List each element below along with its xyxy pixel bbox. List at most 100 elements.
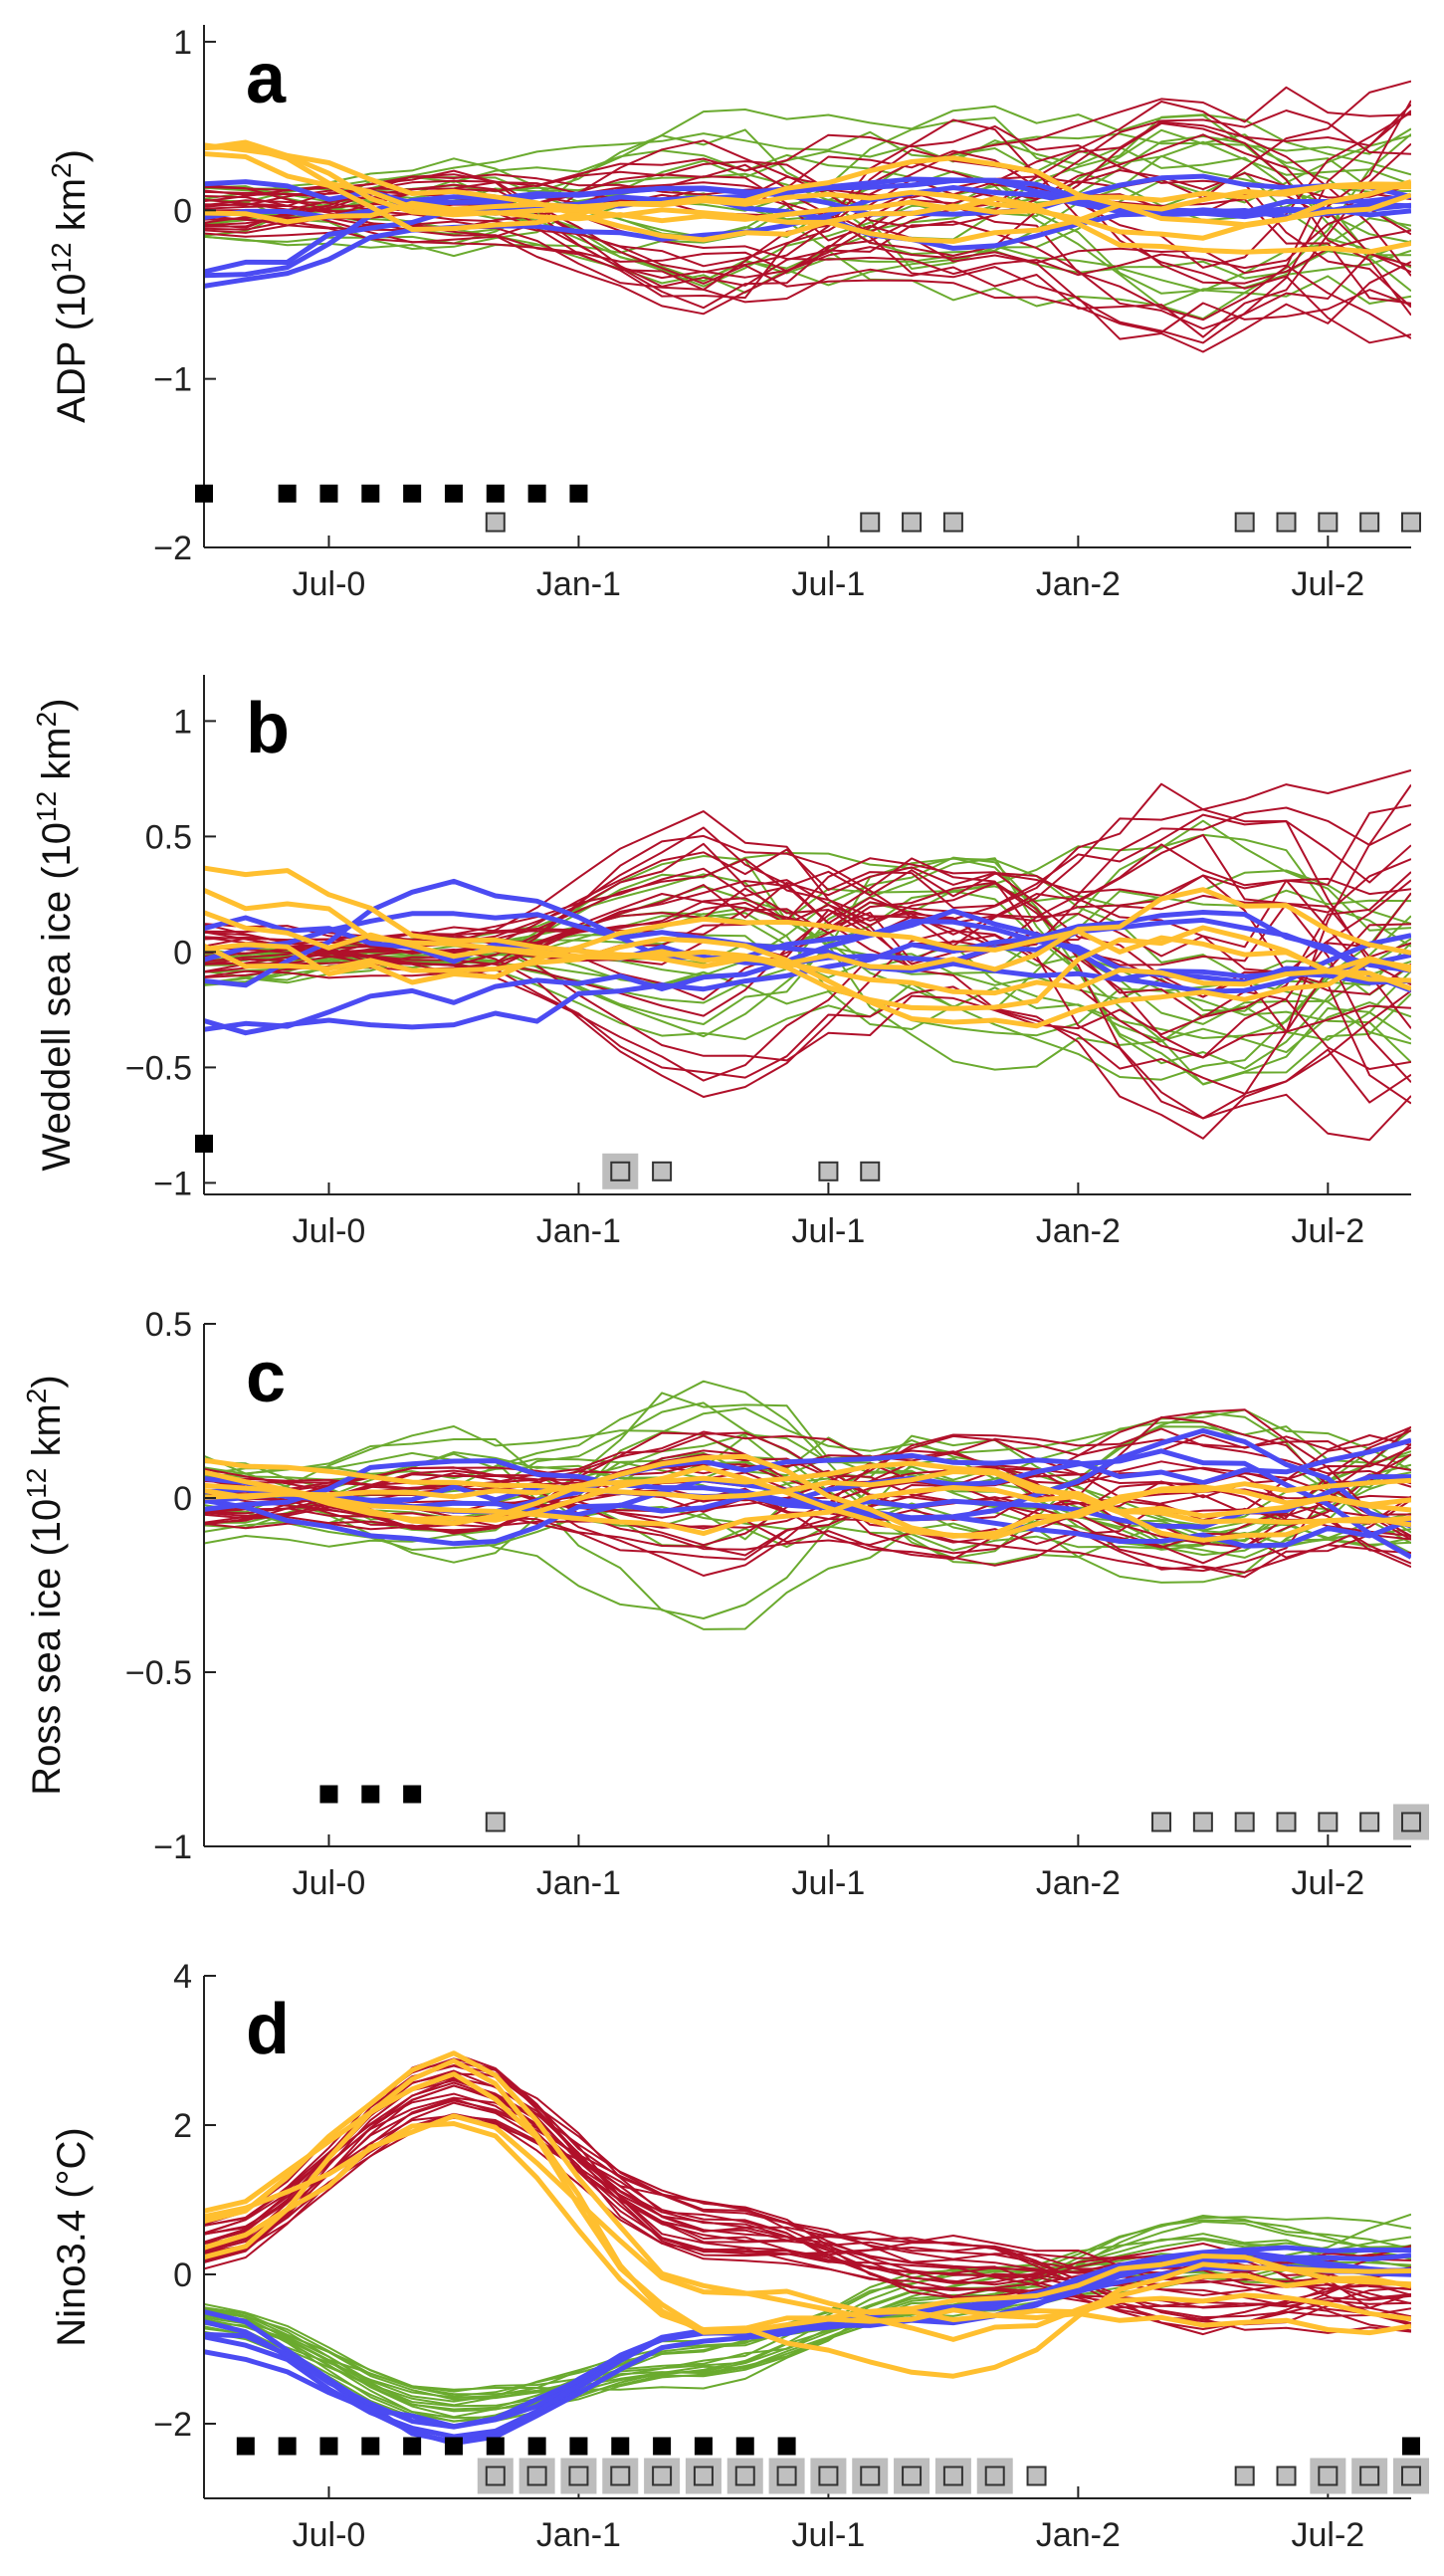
- x-tick-label: Jul-0: [293, 2516, 366, 2554]
- significance-marker-black: [278, 484, 297, 503]
- series-line-red: [204, 111, 1411, 269]
- series-line-green: [204, 1420, 1411, 1545]
- y-tick-label: −0.5: [125, 1654, 192, 1692]
- panel-b: 1 0.5 0 −0.5 −1 Jul-0 Jan-1 Jul-1 Jan-2 Jul-2 b Wed…: [31, 675, 1411, 1250]
- significance-marker-black: [527, 2437, 546, 2456]
- significance-marker-gray: [902, 512, 923, 533]
- significance-marker-gray: [860, 2466, 881, 2486]
- significance-marker-gray: [610, 2466, 631, 2486]
- y-tick-label: −2: [153, 530, 192, 567]
- x-tick-label: Jan-2: [1036, 565, 1121, 603]
- series-line-yellow: [204, 142, 1411, 224]
- significance-marker-gray: [818, 1161, 839, 1181]
- significance-marker-gray: [984, 2466, 1005, 2486]
- y-axis-label: ADP (1012 km2): [46, 149, 94, 423]
- significance-marker-gray: [818, 2466, 839, 2486]
- significance-marker-gray: [1234, 512, 1255, 533]
- series-line-red: [204, 169, 1411, 310]
- significance-marker-gray: [1192, 1812, 1213, 1832]
- series-line-red: [204, 2084, 1411, 2318]
- y-tick-label: 0: [173, 1480, 192, 1518]
- significance-marker-black: [319, 484, 338, 503]
- significance-marker-gray: [1359, 1812, 1380, 1832]
- significance-marker-black: [403, 2437, 422, 2456]
- panel-c: 0.5 0 −0.5 −1 Jul-0 Jan-1 Jul-1 Jan-2 Jul-2 c Ross…: [21, 1306, 1429, 1902]
- series-line-red: [204, 866, 1411, 995]
- panel-a: 1 0 −1 −2 Jul-0 Jan-1 Jul-1 Jan-2 Jul-2 a ADP (101…: [46, 24, 1421, 603]
- panel-d: 4 2 0 −2 Jul-0 Jan-1 Jul-1 Jan-2 Jul-2 d Nino3.4 (…: [50, 1958, 1429, 2554]
- series-line-blue: [204, 915, 1411, 985]
- significance-marker-black: [403, 484, 422, 503]
- x-tick-label: Jan-2: [1036, 1864, 1121, 1902]
- series-line-yellow: [204, 139, 1411, 243]
- significance-marker-gray: [1234, 1812, 1255, 1832]
- significance-marker-gray: [1318, 512, 1339, 533]
- y-tick-label: 0: [173, 192, 192, 230]
- series-line-yellow: [204, 1460, 1411, 1543]
- significance-marker-gray: [1276, 512, 1297, 533]
- x-tick-label: Jan-1: [536, 1864, 621, 1902]
- series-line-yellow: [204, 143, 1411, 244]
- series-line-red: [204, 1473, 1411, 1567]
- significance-marker-black: [195, 484, 213, 503]
- series-line-yellow: [204, 2057, 1411, 2336]
- y-tick-label: 0.5: [145, 818, 192, 856]
- significance-marker-black: [361, 1785, 380, 1804]
- significance-marker-black: [1402, 2437, 1420, 2456]
- series-line-green: [204, 2239, 1411, 2401]
- y-tick-label: −1: [153, 1165, 192, 1202]
- significance-marker-black: [611, 2437, 630, 2456]
- series-line-green: [204, 1451, 1411, 1619]
- significance-marker-gray: [860, 512, 881, 533]
- series-line-blue: [204, 1474, 1411, 1530]
- significance-marker-black: [319, 1785, 338, 1804]
- significance-marker-black: [486, 2437, 505, 2456]
- significance-marker-black: [403, 1785, 422, 1804]
- significance-marker-black: [569, 484, 588, 503]
- series-line-red: [204, 2101, 1411, 2330]
- y-tick-label: 0.5: [145, 1306, 192, 1344]
- series-line-red: [204, 858, 1411, 966]
- series-line-yellow: [204, 1464, 1411, 1540]
- series-line-red: [204, 2081, 1411, 2319]
- significance-marker-black: [361, 484, 380, 503]
- series-line-yellow: [204, 151, 1411, 232]
- significance-marker-gray: [1151, 1812, 1172, 1832]
- significance-marker-gray: [485, 1812, 506, 1832]
- panel-letter: d: [246, 1990, 290, 2069]
- series-line-red: [204, 871, 1411, 1062]
- series-line-blue: [204, 2253, 1411, 2430]
- series-line-yellow: [204, 2050, 1411, 2342]
- y-axis-label: Weddell sea ice (1012 km2): [31, 698, 79, 1171]
- significance-marker-gray: [1401, 512, 1421, 533]
- significance-marker-black: [694, 2437, 713, 2456]
- series-line-red: [204, 783, 1411, 1120]
- panel-letter: c: [246, 1338, 286, 1417]
- series-lines: [204, 1380, 1411, 1630]
- series-lines: [204, 2050, 1411, 2447]
- y-tick-label: −2: [153, 2406, 192, 2444]
- y-tick-label: −0.5: [125, 1049, 192, 1087]
- significance-marker-black: [319, 2437, 338, 2456]
- x-tick-label: Jul-1: [792, 565, 866, 603]
- significance-marker-black: [777, 2437, 796, 2456]
- significance-marker-gray: [1401, 1812, 1421, 1832]
- series-line-blue: [204, 911, 1411, 985]
- x-tick-label: Jul-0: [293, 565, 366, 603]
- significance-marker-black: [486, 484, 505, 503]
- significance-marker-gray: [652, 2466, 673, 2486]
- x-tick-label: Jul-1: [792, 1212, 866, 1250]
- significance-marker-black: [444, 2437, 463, 2456]
- significance-marker-gray: [485, 512, 506, 533]
- significance-marker-black: [527, 484, 546, 503]
- significance-marker-gray: [860, 1161, 881, 1181]
- y-axis-label: Nino3.4 (°C): [50, 2127, 94, 2347]
- x-tick-label: Jan-1: [536, 1212, 621, 1250]
- y-tick-label: 0: [173, 934, 192, 971]
- series-line-yellow: [204, 2121, 1411, 2379]
- significance-marker-gray: [693, 2466, 714, 2486]
- y-tick-label: 2: [173, 2107, 192, 2145]
- series-line-red: [204, 2072, 1411, 2285]
- significance-marker-gray: [1026, 2466, 1047, 2486]
